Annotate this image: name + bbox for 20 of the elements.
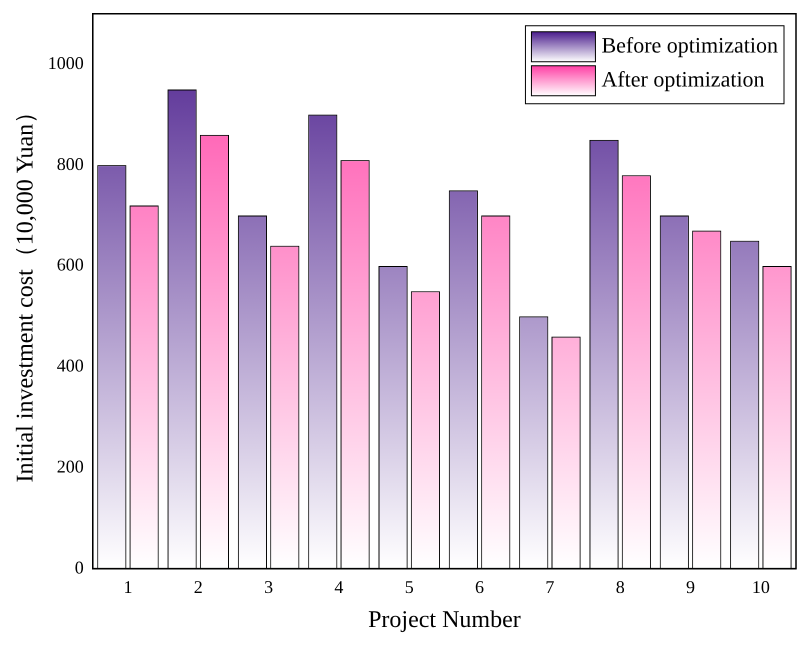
y-tick-label: 400 bbox=[56, 356, 84, 376]
y-tick-label: 200 bbox=[56, 456, 84, 476]
x-tick-label: 10 bbox=[752, 577, 770, 598]
x-tick-label: 8 bbox=[616, 577, 625, 598]
x-tick-label: 2 bbox=[194, 577, 203, 598]
y-tick-label: 1000 bbox=[48, 52, 84, 73]
x-axis-title: Project Number bbox=[368, 606, 521, 633]
x-tick-label: 3 bbox=[264, 577, 274, 598]
x-tick-label: 6 bbox=[475, 577, 484, 598]
y-tick-label: 600 bbox=[56, 254, 84, 275]
y-tick-label: 0 bbox=[74, 557, 84, 578]
x-tick-label: 1 bbox=[123, 577, 132, 598]
y-axis-title: Initial investment cost（10,000 Yuan） bbox=[12, 100, 39, 483]
x-tick-label: 9 bbox=[686, 577, 696, 598]
legend-label: After optimization bbox=[601, 66, 765, 92]
x-tick-label: 5 bbox=[404, 577, 414, 598]
y-tick-label: 800 bbox=[56, 154, 84, 174]
legend-label: Before optimization bbox=[601, 32, 778, 58]
x-tick-label: 4 bbox=[334, 577, 344, 598]
x-tick-label: 7 bbox=[545, 577, 554, 598]
